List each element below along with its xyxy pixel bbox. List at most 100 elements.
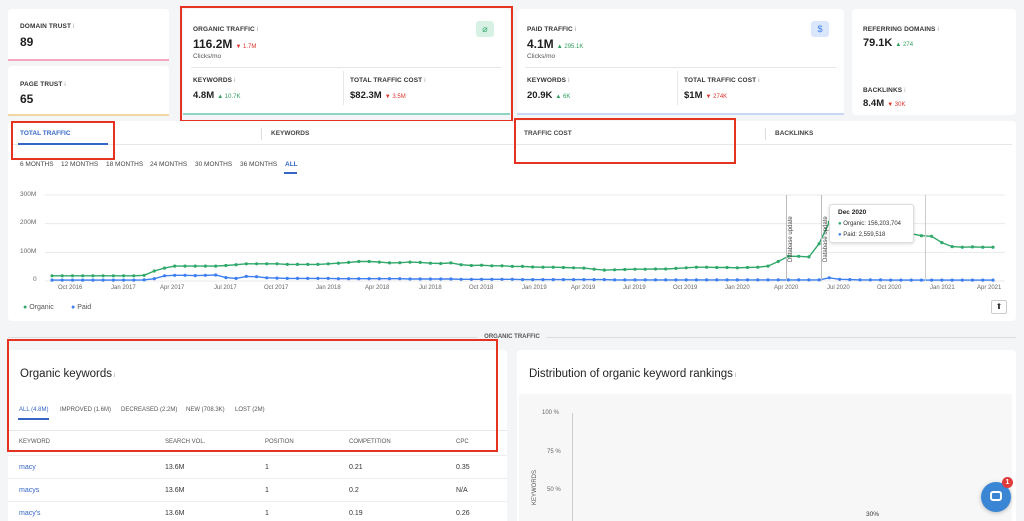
- organic-change-text: 1.7M: [243, 44, 257, 50]
- y-axis-label: KEYWORDS: [532, 469, 538, 505]
- data-point-organic: [285, 262, 289, 266]
- traffic-line-chart[interactable]: [0, 0, 1024, 300]
- data-point-paid: [889, 278, 893, 282]
- y-tick-label: 300M: [20, 191, 37, 198]
- info-icon[interactable]: i: [424, 78, 426, 84]
- tab-traffic-cost[interactable]: TRAFFIC COST: [524, 130, 572, 137]
- data-point-organic: [981, 245, 985, 249]
- data-point-paid: [70, 278, 75, 282]
- column-competition[interactable]: COMPETITION: [349, 439, 391, 445]
- data-point-paid: [326, 276, 330, 280]
- y-tick-label: 50 %: [547, 487, 561, 493]
- keyword-link[interactable]: macy: [19, 464, 36, 471]
- info-icon[interactable]: i: [758, 78, 760, 84]
- data-point-paid: [786, 278, 791, 282]
- legend-organic[interactable]: ● Organic: [23, 304, 54, 311]
- tab-keywords[interactable]: KEYWORDS: [271, 130, 310, 137]
- data-point-organic: [387, 261, 392, 265]
- paid-traffic-bar: [517, 113, 844, 115]
- info-icon[interactable]: i: [574, 27, 577, 33]
- data-point-organic: [490, 264, 494, 268]
- tab-all[interactable]: ALL (4.8M): [19, 407, 49, 413]
- range-18-months[interactable]: 18 MONTHS: [106, 161, 144, 168]
- divider: [191, 67, 502, 68]
- range-12-months[interactable]: 12 MONTHS: [61, 161, 99, 168]
- info-icon[interactable]: i: [64, 82, 66, 88]
- tooltip-organic: Organic: 156,203,704: [843, 221, 902, 227]
- range-30-months[interactable]: 30 MONTHS: [195, 161, 233, 168]
- x-tick-label: Jan 2020: [725, 285, 750, 291]
- cpc-cell: N/A: [456, 487, 468, 494]
- keyword-link[interactable]: macy's: [19, 510, 41, 517]
- range-24-months[interactable]: 24 MONTHS: [150, 161, 188, 168]
- column-cpc[interactable]: CPC: [456, 439, 469, 445]
- data-point-organic: [449, 261, 453, 265]
- annotation-line: [786, 195, 787, 281]
- info-icon[interactable]: i: [114, 373, 116, 379]
- paid-cost-label: TOTAL TRAFFIC COST: [684, 77, 757, 84]
- annotation-line: [821, 195, 822, 281]
- data-point-paid: [173, 273, 177, 277]
- range-all[interactable]: ALL: [285, 161, 298, 168]
- data-point-paid: [868, 278, 872, 282]
- info-icon[interactable]: i: [256, 27, 259, 33]
- data-point-paid: [960, 278, 964, 282]
- tab-lost[interactable]: LOST (2M): [235, 407, 265, 413]
- organic-traffic-card: ORGANIC TRAFFIC i 116.2M ▼ 1.7M Clicks/mo…: [183, 9, 510, 115]
- backlinks-label: BACKLINKS: [863, 87, 903, 94]
- keyword-link[interactable]: macys: [19, 487, 40, 494]
- data-point-organic: [684, 266, 688, 270]
- search-volume-cell: 13.6M: [165, 510, 185, 517]
- data-point-paid: [991, 278, 995, 282]
- tab-new[interactable]: NEW (708.3K): [186, 407, 225, 413]
- x-tick-label: Jan 2017: [111, 285, 136, 291]
- data-point-organic: [367, 259, 371, 264]
- tab-improved[interactable]: IMPROVED (1.6M): [60, 407, 112, 413]
- column-position[interactable]: POSITION: [265, 439, 294, 445]
- data-point-organic: [500, 264, 504, 268]
- data-point-paid: [439, 277, 443, 281]
- info-icon[interactable]: i: [734, 373, 737, 379]
- tab-backlinks[interactable]: BACKLINKS: [775, 130, 814, 137]
- data-point-organic: [653, 267, 658, 271]
- column-keyword[interactable]: KEYWORD: [19, 439, 51, 445]
- range-36-months[interactable]: 36 MONTHS: [240, 161, 278, 168]
- tab-total-traffic[interactable]: TOTAL TRAFFIC: [20, 130, 71, 137]
- info-icon[interactable]: i: [73, 24, 75, 30]
- data-point-paid: [203, 273, 207, 277]
- active-tab-underline: [18, 418, 49, 420]
- tab-decreased[interactable]: DECREASED (2.2M): [121, 407, 178, 413]
- column-search-volume[interactable]: SEARCH VOL.: [165, 439, 206, 445]
- info-icon[interactable]: i: [234, 78, 236, 84]
- organic-traffic-unit: Clicks/mo: [193, 53, 222, 60]
- data-point-paid: [561, 278, 566, 282]
- range-6-months[interactable]: 6 MONTHS: [20, 161, 54, 168]
- legend-paid-label: Paid: [77, 304, 92, 311]
- data-point-organic: [469, 263, 473, 268]
- data-point-organic: [592, 267, 596, 271]
- data-point-organic: [336, 261, 340, 265]
- y-axis: [572, 413, 573, 521]
- y-tick-label: 75 %: [547, 449, 561, 455]
- data-point-paid: [613, 278, 617, 282]
- info-icon[interactable]: i: [568, 78, 570, 84]
- y-tick-label: 200M: [20, 219, 37, 226]
- data-point-organic: [101, 274, 105, 278]
- data-point-organic: [408, 260, 412, 264]
- export-button[interactable]: ⬆: [991, 300, 1007, 314]
- organic-keywords-card: [8, 350, 507, 521]
- data-point-organic: [122, 274, 126, 278]
- chat-button[interactable]: 1: [981, 477, 1013, 512]
- data-point-paid: [745, 278, 750, 282]
- data-point-paid: [295, 276, 300, 280]
- data-point-organic: [643, 267, 647, 271]
- tooltip-title: Dec 2020: [838, 209, 867, 216]
- info-icon[interactable]: i: [937, 27, 939, 33]
- info-icon[interactable]: i: [904, 88, 906, 94]
- organic-keywords-value: 4.8M: [193, 90, 215, 101]
- data-point-organic: [633, 267, 637, 271]
- legend-paid[interactable]: ● Paid: [71, 304, 91, 311]
- data-point-paid: [510, 277, 514, 281]
- data-point-paid: [776, 278, 780, 282]
- data-point-organic: [480, 263, 484, 267]
